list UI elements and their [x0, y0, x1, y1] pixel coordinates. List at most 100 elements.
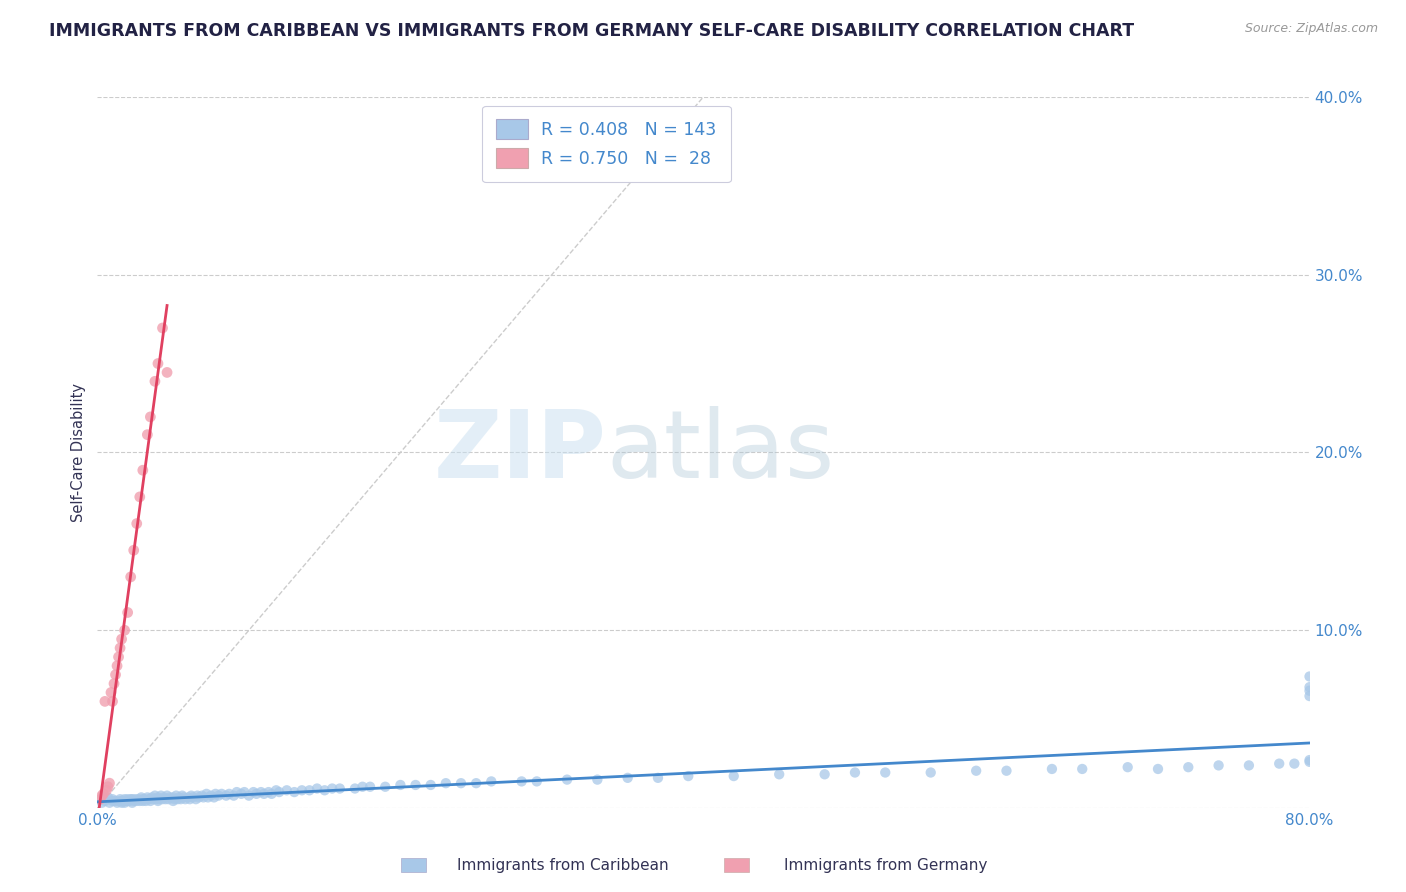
- Point: [264, 783, 287, 797]
- Point: [122, 543, 145, 558]
- Text: IMMIGRANTS FROM CARIBBEAN VS IMMIGRANTS FROM GERMANY SELF-CARE DISABILITY CORREL: IMMIGRANTS FROM CARIBBEAN VS IMMIGRANTS …: [49, 22, 1135, 40]
- Text: Immigrants from Germany: Immigrants from Germany: [785, 858, 987, 872]
- Point: [225, 785, 247, 799]
- Point: [586, 772, 609, 787]
- Point: [162, 790, 184, 805]
- Point: [211, 787, 233, 801]
- Point: [814, 767, 837, 781]
- Point: [136, 790, 159, 805]
- Point: [159, 790, 181, 805]
- Point: [143, 789, 166, 803]
- Point: [405, 778, 427, 792]
- Point: [616, 771, 638, 785]
- Point: [115, 794, 138, 808]
- Point: [186, 789, 208, 803]
- Point: [121, 792, 143, 806]
- Point: [117, 606, 139, 620]
- Point: [105, 796, 128, 810]
- Point: [678, 769, 700, 783]
- Point: [187, 790, 209, 805]
- Point: [96, 783, 118, 797]
- Point: [98, 776, 121, 790]
- Point: [242, 785, 264, 799]
- Point: [195, 787, 218, 801]
- Point: [97, 790, 120, 805]
- Point: [138, 792, 160, 806]
- Point: [124, 792, 146, 806]
- Point: [166, 792, 188, 806]
- Point: [276, 783, 298, 797]
- Point: [1298, 680, 1320, 694]
- Point: [94, 794, 117, 808]
- Point: [134, 792, 156, 806]
- Point: [307, 781, 329, 796]
- Point: [298, 783, 321, 797]
- Point: [105, 658, 128, 673]
- Point: [114, 796, 136, 810]
- Point: [768, 767, 790, 781]
- Point: [103, 676, 125, 690]
- Point: [374, 780, 396, 794]
- Point: [125, 516, 148, 531]
- Point: [202, 790, 225, 805]
- Point: [197, 790, 219, 805]
- Text: atlas: atlas: [606, 407, 835, 499]
- Point: [128, 794, 150, 808]
- Point: [250, 785, 273, 799]
- Point: [90, 796, 112, 810]
- Point: [245, 787, 267, 801]
- Point: [132, 463, 155, 477]
- Point: [135, 794, 157, 808]
- Point: [723, 769, 745, 783]
- Point: [1298, 755, 1320, 769]
- Point: [143, 374, 166, 388]
- Point: [173, 790, 195, 805]
- Point: [526, 774, 548, 789]
- Point: [231, 787, 253, 801]
- Point: [98, 796, 121, 810]
- Point: [204, 787, 226, 801]
- Point: [139, 794, 162, 808]
- Point: [114, 624, 136, 638]
- Point: [1208, 758, 1230, 772]
- Point: [1284, 756, 1306, 771]
- Point: [191, 789, 214, 803]
- Point: [165, 789, 187, 803]
- Point: [167, 790, 190, 805]
- Point: [314, 783, 336, 797]
- Point: [150, 789, 173, 803]
- Point: [108, 792, 131, 806]
- Point: [97, 780, 120, 794]
- Point: [146, 357, 169, 371]
- Point: [120, 792, 142, 806]
- Point: [1298, 669, 1320, 683]
- Point: [146, 794, 169, 808]
- Point: [875, 765, 897, 780]
- Y-axis label: Self-Care Disability: Self-Care Disability: [72, 383, 86, 522]
- Point: [122, 794, 145, 808]
- Point: [101, 794, 124, 808]
- Point: [89, 792, 111, 806]
- Point: [450, 776, 472, 790]
- Point: [108, 794, 131, 808]
- Point: [253, 787, 276, 801]
- Point: [647, 771, 669, 785]
- Point: [352, 780, 374, 794]
- Point: [269, 785, 291, 799]
- Point: [101, 694, 124, 708]
- Point: [1237, 758, 1260, 772]
- Point: [233, 785, 256, 799]
- Point: [291, 783, 314, 797]
- Point: [283, 785, 305, 799]
- Point: [1268, 756, 1291, 771]
- Point: [321, 781, 343, 796]
- Point: [479, 774, 502, 789]
- Point: [510, 774, 533, 789]
- Point: [163, 792, 186, 806]
- Point: [1177, 760, 1199, 774]
- Point: [117, 792, 139, 806]
- Point: [1116, 760, 1139, 774]
- Point: [152, 321, 174, 335]
- Point: [181, 790, 204, 805]
- Point: [260, 787, 283, 801]
